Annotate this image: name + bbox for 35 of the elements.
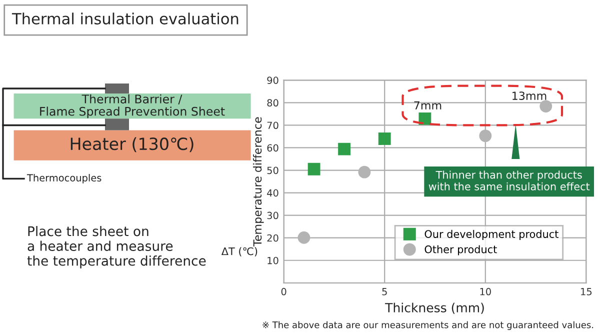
- legend-label: Other product: [424, 245, 497, 256]
- x-tick-label: 0: [281, 288, 286, 296]
- y-axis-title: Temperature difference: [253, 117, 264, 246]
- x-tick-label: 5: [382, 288, 387, 296]
- y-tick-label: 30: [267, 212, 278, 220]
- point: [308, 162, 320, 176]
- text: ※ The above data are our measurements and are not guaranteed values.: [262, 321, 594, 330]
- point: [338, 142, 350, 156]
- annotation: 7mm: [414, 101, 442, 110]
- y-tick-label: 40: [267, 189, 278, 197]
- y-tick-label: 20: [267, 234, 278, 242]
- point: [418, 112, 432, 125]
- text: Thermocouples: [26, 174, 102, 184]
- y-tick-label: 70: [267, 122, 278, 130]
- point: [540, 100, 552, 112]
- text: ΔT (℃): [221, 247, 258, 256]
- y-tick-label: 50: [267, 166, 278, 174]
- x-axis-title: Thickness (mm): [385, 302, 484, 314]
- annotation: 13mm: [512, 92, 546, 100]
- y-tick-label: 60: [267, 144, 278, 152]
- y-tick-label: 10: [268, 256, 278, 264]
- annotation: Thinner than other products with the same insulation effect: [428, 170, 590, 190]
- y-tick-label: 80: [267, 99, 278, 107]
- point: [378, 132, 391, 145]
- point: [298, 231, 310, 244]
- text: Thermal insulation evaluation: [12, 12, 238, 24]
- text: Heater (130℃): [70, 137, 194, 152]
- x-tick-label: 10: [480, 288, 491, 296]
- text: Place the sheet on a heater and measure the temperature difference: [27, 226, 206, 268]
- text: Thermal Barrier / Flame Spread Prevention Sheet: [40, 94, 225, 118]
- legend-label: Our development product: [424, 230, 558, 240]
- x-tick-label: 15: [581, 288, 592, 296]
- point: [358, 166, 371, 178]
- y-tick-label: 90: [267, 76, 278, 84]
- point: [479, 130, 492, 142]
